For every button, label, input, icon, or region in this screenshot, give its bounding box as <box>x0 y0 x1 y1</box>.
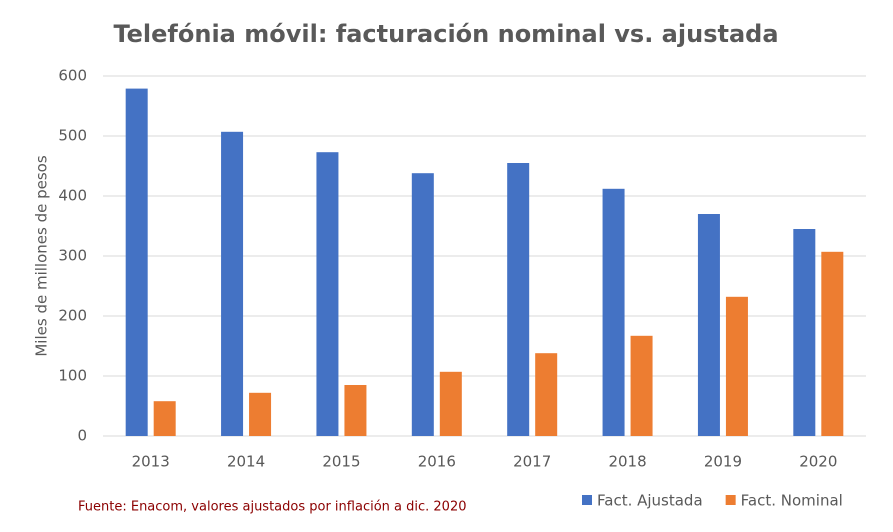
y-tick-label: 600 <box>58 67 87 85</box>
legend-label: Fact. Nominal <box>741 492 843 510</box>
y-tick-label: 0 <box>77 427 87 445</box>
bar <box>125 88 148 436</box>
x-tick-label: 2016 <box>418 453 456 471</box>
legend-label: Fact. Ajustada <box>597 492 703 510</box>
bar <box>725 296 748 436</box>
y-tick-label: 300 <box>58 247 87 265</box>
chart-title: Telefónia móvil: facturación nominal vs.… <box>113 20 778 48</box>
x-tick-label: 2014 <box>227 453 265 471</box>
bar <box>630 335 653 436</box>
bar <box>697 214 720 436</box>
y-tick-label: 400 <box>58 187 87 205</box>
x-tick-label: 2018 <box>608 453 646 471</box>
x-tick-label: 2020 <box>799 453 837 471</box>
bar <box>411 173 434 436</box>
bar <box>249 392 272 436</box>
bar <box>439 371 462 436</box>
bar <box>316 152 339 436</box>
legend-swatch <box>582 495 592 505</box>
y-tick-label: 500 <box>58 127 87 145</box>
x-tick-label: 2017 <box>513 453 551 471</box>
y-tick-label: 100 <box>58 367 87 385</box>
bar <box>153 401 176 436</box>
x-tick-label: 2015 <box>322 453 360 471</box>
legend-swatch <box>725 495 736 505</box>
x-tick-label: 2013 <box>132 453 170 471</box>
bar <box>535 353 558 436</box>
y-axis-label: Miles de millones de pesos <box>33 155 51 356</box>
bar <box>507 163 530 436</box>
source-note: Fuente: Enacom, valores ajustados por in… <box>78 500 466 515</box>
bar <box>821 251 844 436</box>
x-tick-label: 2019 <box>704 453 742 471</box>
y-tick-label: 200 <box>58 307 87 325</box>
bar <box>602 188 625 436</box>
bar <box>793 229 816 436</box>
bar <box>221 131 244 437</box>
bar <box>344 385 367 436</box>
